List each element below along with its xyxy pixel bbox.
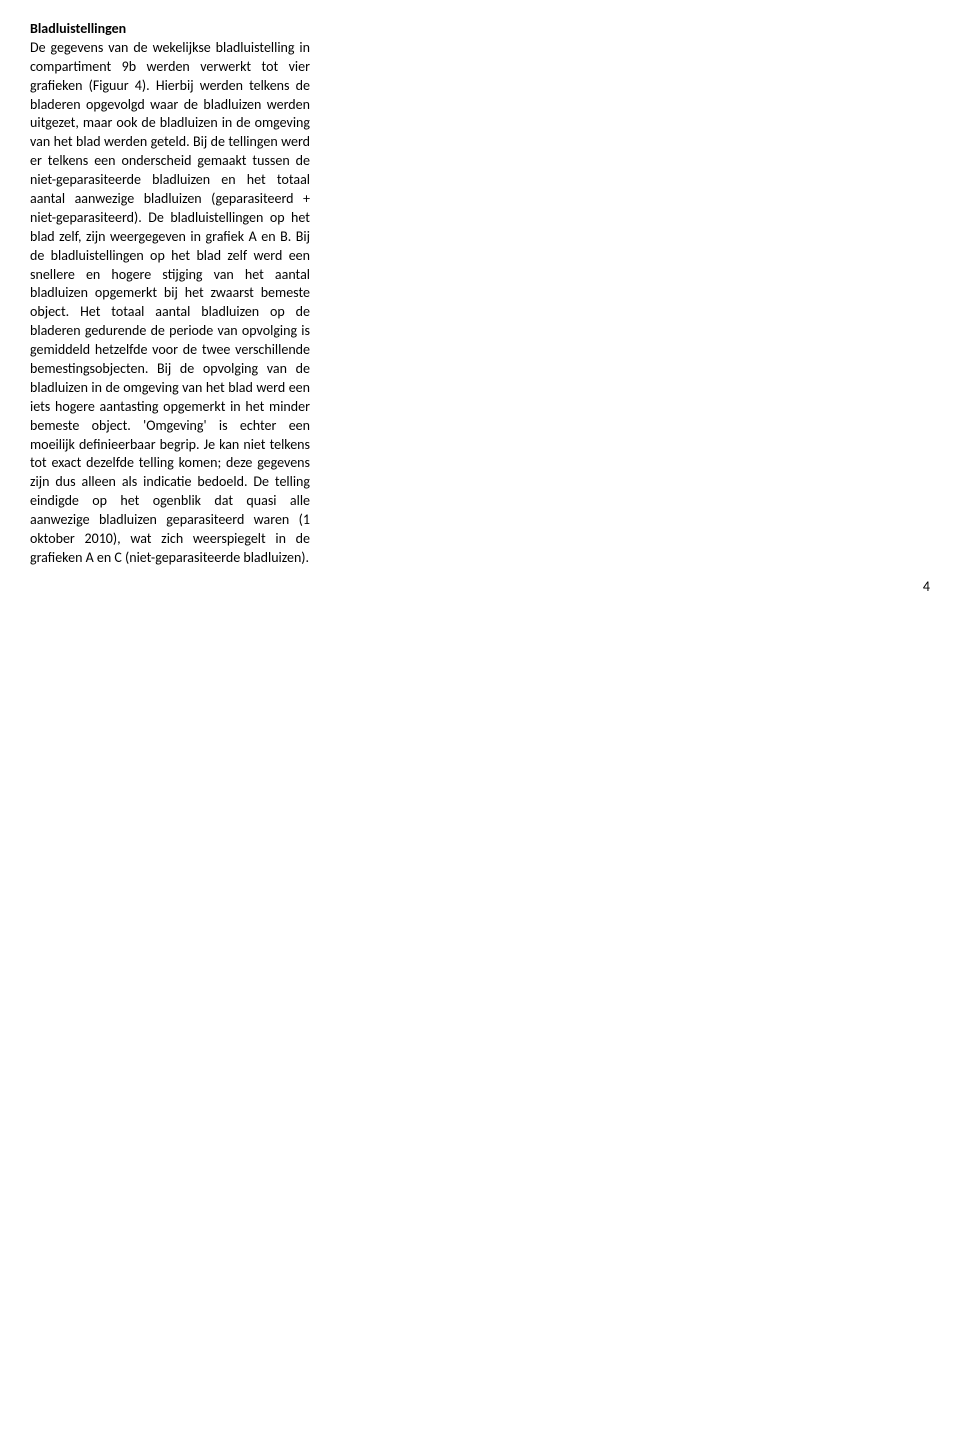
charts-column bbox=[326, 20, 930, 568]
page-number: 4 bbox=[0, 578, 960, 605]
body-text: De gegevens van de wekelijkse bladluiste… bbox=[30, 39, 310, 568]
page: Bladluistellingen De gegevens van de wek… bbox=[0, 0, 960, 578]
text-column: Bladluistellingen De gegevens van de wek… bbox=[30, 20, 310, 568]
section-heading: Bladluistellingen bbox=[30, 20, 310, 39]
